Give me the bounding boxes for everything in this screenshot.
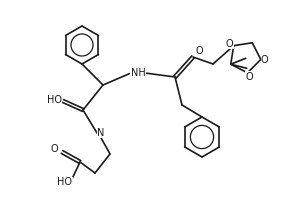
Text: NH: NH [131,68,145,78]
Text: O: O [195,46,203,56]
Text: O: O [261,54,269,64]
Text: O: O [246,72,253,82]
Text: N: N [97,128,105,138]
Text: O: O [226,39,233,49]
Text: O: O [50,144,58,154]
Text: HO: HO [47,95,62,105]
Text: HO: HO [57,177,72,187]
